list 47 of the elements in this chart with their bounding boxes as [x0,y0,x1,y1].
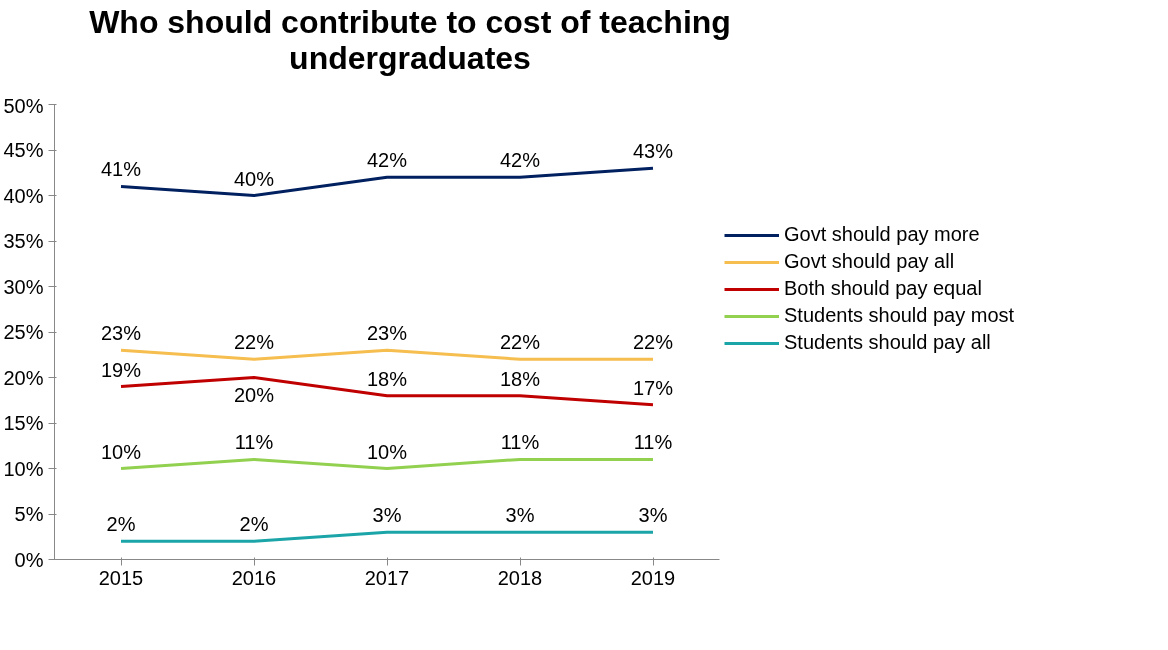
x-tick-label: 2017 [364,566,410,589]
data-label: 43% [632,140,674,163]
x-tick-label: 2015 [98,566,144,589]
y-tick-label: 0% [14,548,44,571]
y-tick-label: 10% [3,457,44,480]
data-label: 42% [366,149,408,172]
data-label: 10% [366,440,408,463]
data-label: 18% [499,367,541,390]
data-label: 40% [233,167,275,190]
data-label: 3% [372,504,402,527]
data-label: 23% [100,322,142,345]
y-tick-label: 5% [14,503,44,525]
data-label: 17% [632,376,674,399]
data-label: 2% [106,513,136,536]
data-label: 2% [239,513,269,536]
data-label: 11% [500,431,540,454]
y-tick-label: 30% [3,275,44,298]
chart-title: Who should contribute to cost of teaching undergraduates [88,4,732,76]
legend-label: Both should pay equal [784,277,982,300]
data-label: 20% [233,383,275,406]
data-label: 18% [366,367,408,390]
x-tick-label: 2019 [630,566,676,589]
y-tick-label: 25% [3,321,44,343]
data-label: 19% [100,358,142,381]
y-tick-label: 15% [3,412,44,434]
legend-label: Students should pay all [784,331,991,354]
legend-label: Govt should pay more [784,223,980,246]
y-tick-label: 40% [3,184,44,207]
data-label: 3% [638,504,668,527]
data-label: 10% [100,440,142,463]
data-label: 42% [499,149,541,172]
data-label: 22% [233,331,275,354]
data-label: 22% [499,331,541,354]
y-tick-label: 50% [3,94,44,117]
y-tick-label: 35% [3,230,44,252]
legend-label: Students should pay most [784,304,1015,327]
x-tick-label: 2016 [231,566,277,589]
data-label: 23% [366,322,408,345]
data-label: 22% [632,331,674,354]
x-tick-label: 2018 [497,566,543,589]
legend-label: Govt should pay all [784,250,955,273]
y-tick-label: 45% [3,139,44,161]
data-label: 3% [505,504,535,527]
data-label: 41% [100,158,142,181]
data-label: 11% [633,431,673,454]
y-tick-label: 20% [3,366,44,389]
data-label: 11% [234,431,274,454]
